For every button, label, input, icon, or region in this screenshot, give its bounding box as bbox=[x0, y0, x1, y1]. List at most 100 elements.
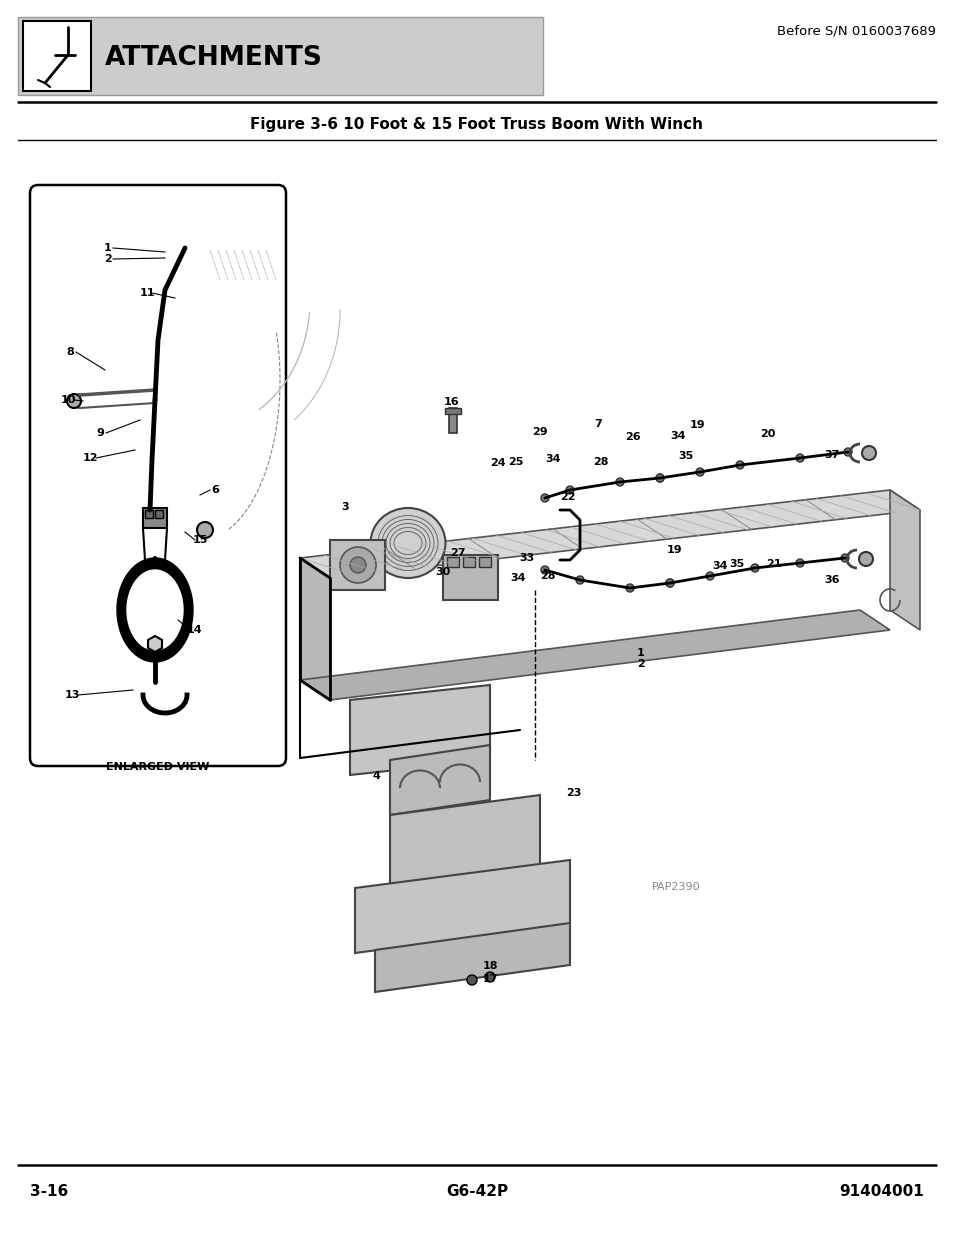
Text: 23: 23 bbox=[566, 788, 581, 798]
Text: 30: 30 bbox=[435, 567, 450, 577]
Text: ENLARGED VIEW: ENLARGED VIEW bbox=[106, 762, 210, 772]
Text: 7: 7 bbox=[594, 419, 601, 429]
Text: 4: 4 bbox=[372, 771, 379, 781]
Circle shape bbox=[576, 576, 583, 584]
Text: PAP2390: PAP2390 bbox=[651, 882, 700, 892]
Circle shape bbox=[843, 448, 851, 456]
Polygon shape bbox=[117, 558, 193, 662]
Circle shape bbox=[696, 468, 703, 475]
Text: 16: 16 bbox=[444, 396, 459, 408]
Text: 8: 8 bbox=[66, 347, 73, 357]
Circle shape bbox=[484, 972, 495, 982]
Text: 2: 2 bbox=[637, 659, 644, 669]
Circle shape bbox=[339, 547, 375, 583]
Circle shape bbox=[858, 552, 872, 566]
Circle shape bbox=[795, 454, 803, 462]
Text: 18: 18 bbox=[482, 961, 497, 971]
Polygon shape bbox=[375, 923, 569, 992]
Text: 34: 34 bbox=[545, 454, 560, 464]
Text: 20: 20 bbox=[760, 429, 775, 438]
Text: 34: 34 bbox=[510, 573, 525, 583]
Polygon shape bbox=[299, 558, 330, 700]
Bar bbox=[442, 555, 497, 600]
Circle shape bbox=[616, 478, 623, 487]
Text: ATTACHMENTS: ATTACHMENTS bbox=[105, 44, 322, 70]
Polygon shape bbox=[889, 490, 919, 630]
Circle shape bbox=[656, 474, 663, 482]
Text: 24: 24 bbox=[490, 458, 505, 468]
Bar bbox=[478, 557, 491, 567]
Bar bbox=[143, 508, 167, 529]
Bar bbox=[18, 17, 542, 95]
Circle shape bbox=[625, 584, 634, 592]
Circle shape bbox=[665, 579, 673, 587]
Text: 2: 2 bbox=[104, 254, 112, 264]
Bar bbox=[462, 557, 475, 567]
Bar bbox=[444, 408, 460, 414]
Bar bbox=[154, 510, 163, 517]
Text: 10: 10 bbox=[60, 395, 75, 405]
Text: 35: 35 bbox=[729, 559, 744, 569]
Circle shape bbox=[467, 974, 476, 986]
Text: 6: 6 bbox=[211, 485, 218, 495]
Circle shape bbox=[841, 555, 848, 562]
Bar bbox=[145, 510, 152, 517]
Polygon shape bbox=[299, 610, 889, 700]
Text: 14: 14 bbox=[187, 625, 203, 635]
Text: 28: 28 bbox=[593, 457, 608, 467]
Polygon shape bbox=[350, 685, 490, 776]
Circle shape bbox=[565, 487, 574, 494]
Polygon shape bbox=[390, 795, 539, 890]
Text: 22: 22 bbox=[559, 492, 576, 501]
Text: 91404001: 91404001 bbox=[839, 1184, 923, 1199]
Text: 26: 26 bbox=[624, 432, 640, 442]
Text: 1: 1 bbox=[637, 648, 644, 658]
Text: 35: 35 bbox=[678, 451, 693, 461]
Text: 27: 27 bbox=[450, 548, 465, 558]
Bar bbox=[447, 557, 458, 567]
Text: Before S/N 0160037689: Before S/N 0160037689 bbox=[776, 25, 935, 38]
Circle shape bbox=[540, 566, 548, 574]
Circle shape bbox=[735, 461, 743, 469]
Text: 28: 28 bbox=[539, 571, 556, 580]
Circle shape bbox=[67, 394, 81, 408]
Text: 34: 34 bbox=[712, 561, 727, 571]
Text: Figure 3-6 10 Foot & 15 Foot Truss Boom With Winch: Figure 3-6 10 Foot & 15 Foot Truss Boom … bbox=[251, 117, 702, 132]
Circle shape bbox=[656, 474, 663, 482]
Text: 36: 36 bbox=[823, 576, 839, 585]
Circle shape bbox=[540, 494, 548, 501]
Polygon shape bbox=[299, 490, 919, 578]
Text: 1: 1 bbox=[104, 243, 112, 253]
Circle shape bbox=[795, 559, 803, 567]
Polygon shape bbox=[127, 571, 183, 650]
Text: 3: 3 bbox=[341, 501, 349, 513]
Bar bbox=[23, 21, 91, 91]
Circle shape bbox=[862, 446, 875, 459]
Polygon shape bbox=[390, 745, 490, 815]
Circle shape bbox=[705, 572, 713, 580]
Text: 3-16: 3-16 bbox=[30, 1184, 69, 1199]
Text: 19: 19 bbox=[666, 545, 682, 555]
Circle shape bbox=[350, 557, 366, 573]
Text: 15: 15 bbox=[193, 535, 208, 545]
Circle shape bbox=[665, 579, 673, 587]
Text: 13: 13 bbox=[64, 690, 80, 700]
FancyBboxPatch shape bbox=[30, 185, 286, 766]
Text: 17: 17 bbox=[482, 974, 497, 984]
Circle shape bbox=[196, 522, 213, 538]
Text: 11: 11 bbox=[139, 288, 154, 298]
Text: 21: 21 bbox=[765, 559, 781, 569]
Circle shape bbox=[750, 564, 759, 572]
Text: 34: 34 bbox=[670, 431, 685, 441]
Ellipse shape bbox=[370, 508, 445, 578]
Bar bbox=[449, 408, 456, 433]
Text: 37: 37 bbox=[823, 450, 839, 459]
Text: 12: 12 bbox=[82, 453, 97, 463]
Bar bbox=[330, 540, 385, 590]
Text: G6-42P: G6-42P bbox=[445, 1184, 508, 1199]
Text: 19: 19 bbox=[689, 420, 705, 430]
Polygon shape bbox=[148, 636, 162, 652]
Text: 9: 9 bbox=[96, 429, 104, 438]
Polygon shape bbox=[355, 860, 569, 953]
Text: 29: 29 bbox=[532, 427, 547, 437]
